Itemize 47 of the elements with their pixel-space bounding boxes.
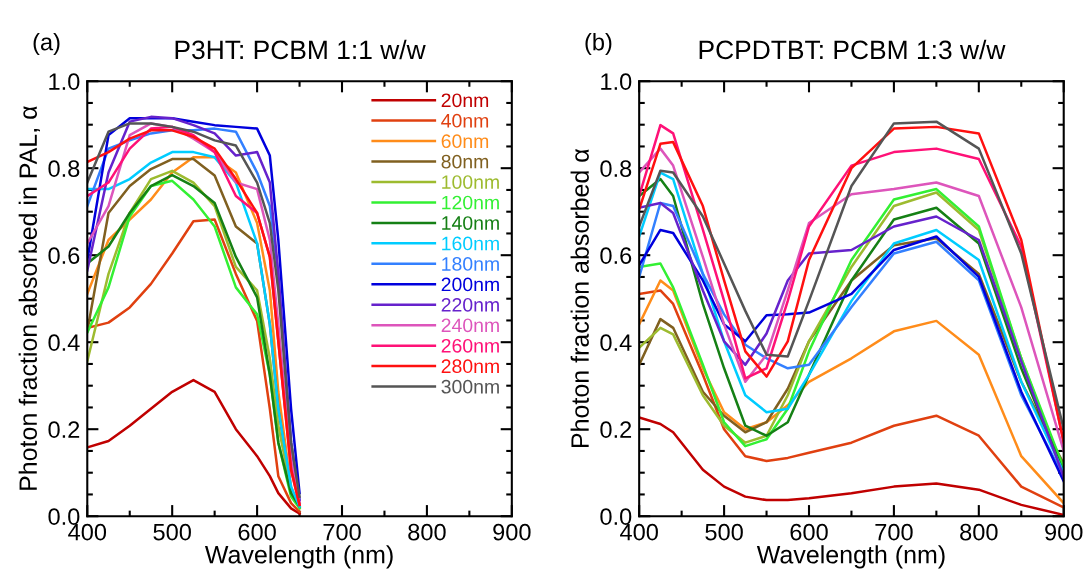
legend-label: 120nm <box>442 195 499 210</box>
x-tick-label: 800 <box>408 523 446 541</box>
legend-label: 180nm <box>442 257 499 271</box>
x-tick-label: 900 <box>493 523 531 541</box>
x-axis-title: Wavelength (nm) <box>756 545 945 569</box>
legend-label: 80nm <box>441 154 489 169</box>
x-tick-label: 500 <box>705 523 743 541</box>
x-tick-label: 500 <box>153 523 191 541</box>
chart-title: PCPDTBT: PCBM 1:3 w/w <box>699 39 1006 60</box>
x-tick-label: 600 <box>790 523 828 541</box>
x-tick-label: 700 <box>875 523 913 541</box>
legend-label: 60nm <box>441 134 489 149</box>
legend-label: 300nm <box>441 379 499 394</box>
x-tick-label: 900 <box>1045 523 1083 541</box>
y-tick-label: 0.6 <box>600 247 632 264</box>
x-tick-label: 400 <box>620 523 658 541</box>
x-tick-label: 600 <box>238 523 276 541</box>
y-tick-label: 0.4 <box>600 334 632 351</box>
legend-label: 20nm <box>441 93 489 108</box>
x-axis-title: Wavelength (nm) <box>204 545 393 569</box>
legend-label: 240nm <box>441 318 499 333</box>
y-tick-label: 0.8 <box>48 160 80 177</box>
y-tick-label: 0.2 <box>600 421 632 438</box>
text: (a) <box>33 33 60 56</box>
y-tick-label: 1.0 <box>49 73 80 90</box>
y-tick-label: 0.0 <box>600 508 632 525</box>
y-axis-title: Photon fraction absorbed α <box>570 149 589 448</box>
legend-label: 40nm <box>441 113 489 128</box>
y-tick-label: 0.6 <box>48 247 80 264</box>
legend-label: 140nm <box>442 216 499 230</box>
legend-label: 200nm <box>441 277 499 292</box>
x-tick-label: 700 <box>323 523 361 541</box>
chart-title: P3HT: PCBM 1:1 w/w <box>175 39 426 60</box>
y-tick-label: 0.2 <box>48 421 80 438</box>
y-tick-label: 0.0 <box>48 508 80 525</box>
y-axis-title: Photon fraction absorbed in PAL, α <box>18 106 40 490</box>
y-tick-label: 1.0 <box>601 73 632 90</box>
legend-label: 220nm <box>441 297 499 312</box>
legend-label: 280nm <box>441 359 499 374</box>
legend-label: 260nm <box>441 338 499 353</box>
text: (b) <box>585 33 612 56</box>
legend-label: 100nm <box>442 175 499 189</box>
legend-label: 160nm <box>442 236 499 251</box>
y-tick-label: 0.4 <box>48 334 80 351</box>
x-tick-label: 400 <box>68 523 107 541</box>
y-tick-label: 0.8 <box>600 160 632 177</box>
x-tick-label: 800 <box>960 523 998 541</box>
